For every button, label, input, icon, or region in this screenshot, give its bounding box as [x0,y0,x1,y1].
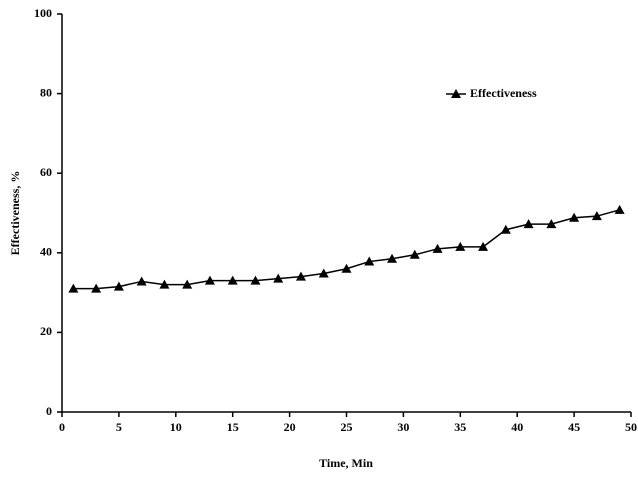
data-point [227,275,238,285]
data-point [364,256,375,266]
y-tick-label: 100 [34,6,52,20]
x-tick-label: 40 [511,420,523,434]
data-point [273,273,284,283]
y-tick-label: 60 [40,165,52,179]
legend-label: Effectiveness [470,86,537,100]
x-tick-label: 45 [568,420,580,434]
legend-marker [451,89,461,98]
data-point [409,249,420,259]
data-point [591,211,602,221]
y-axis-label: Effectiveness, % [8,171,22,256]
y-tick-label: 40 [40,245,52,259]
data-point [136,276,147,286]
data-point [113,281,124,291]
data-point [387,253,398,263]
x-tick-label: 35 [454,420,466,434]
data-point [546,219,557,229]
data-point [341,263,352,273]
x-axis-label: Time, Min [319,456,373,470]
data-point [523,219,534,229]
data-point [182,279,193,289]
data-point [569,212,580,222]
x-tick-label: 20 [284,420,296,434]
data-point [295,271,306,281]
x-tick-label: 0 [59,420,65,434]
data-line [73,209,620,290]
data-point [478,241,489,251]
y-tick-label: 0 [46,404,52,418]
data-point [432,243,443,253]
data-point [614,204,625,214]
x-tick-label: 50 [625,420,637,434]
x-tick-label: 10 [170,420,182,434]
data-point [455,241,466,251]
data-point [204,275,215,285]
data-point [318,268,329,278]
data-point [91,283,102,293]
data-point [500,224,511,234]
y-tick-label: 20 [40,324,52,338]
data-point [250,275,261,285]
data-point [159,279,170,289]
x-tick-label: 30 [397,420,409,434]
x-tick-label: 15 [227,420,239,434]
y-tick-label: 80 [40,85,52,99]
data-point [68,283,79,293]
x-tick-label: 25 [341,420,353,434]
x-tick-label: 5 [116,420,122,434]
